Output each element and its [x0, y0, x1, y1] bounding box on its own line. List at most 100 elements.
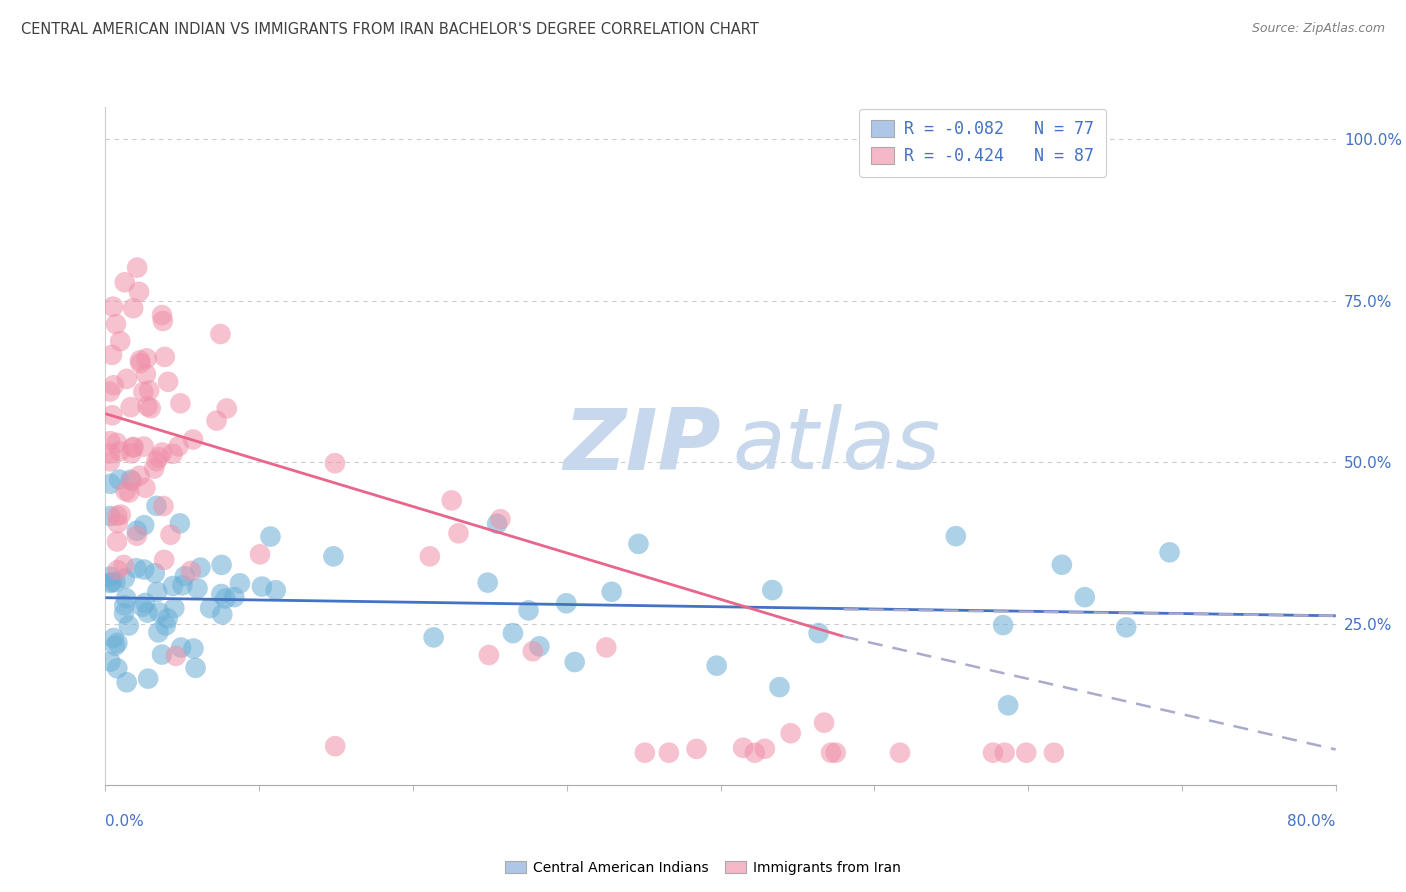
Point — [146, 585, 169, 599]
Point — [889, 746, 911, 760]
Point — [118, 618, 141, 632]
Point — [108, 334, 131, 348]
Point — [658, 746, 681, 760]
Point — [108, 473, 131, 487]
Point — [103, 378, 125, 392]
Point — [209, 587, 232, 601]
Point — [1115, 620, 1137, 634]
Point — [150, 648, 173, 662]
Point — [249, 547, 271, 561]
Point — [122, 301, 145, 316]
Point — [105, 508, 128, 523]
Point — [132, 562, 155, 576]
Point — [323, 739, 346, 753]
Point — [447, 526, 470, 541]
Point — [250, 580, 273, 594]
Point — [1074, 590, 1097, 604]
Point — [165, 648, 187, 663]
Point — [264, 583, 287, 598]
Point — [121, 474, 143, 488]
Point — [205, 414, 228, 428]
Point — [807, 626, 830, 640]
Point — [945, 529, 967, 543]
Point — [820, 746, 842, 760]
Point — [114, 484, 136, 499]
Point — [169, 396, 191, 410]
Point — [136, 606, 159, 620]
Point — [172, 578, 194, 592]
Point — [129, 353, 152, 368]
Point — [112, 599, 135, 613]
Point — [162, 447, 184, 461]
Point — [180, 564, 202, 578]
Point — [110, 508, 132, 522]
Point — [134, 596, 156, 610]
Point — [125, 524, 148, 538]
Point — [114, 275, 136, 289]
Point — [135, 367, 157, 381]
Point — [478, 648, 501, 662]
Point — [1159, 545, 1181, 559]
Point — [104, 639, 127, 653]
Point — [112, 607, 135, 621]
Point — [152, 314, 174, 328]
Point — [181, 433, 204, 447]
Text: CENTRAL AMERICAN INDIAN VS IMMIGRANTS FROM IRAN BACHELOR'S DEGREE CORRELATION CH: CENTRAL AMERICAN INDIAN VS IMMIGRANTS FR… — [21, 22, 759, 37]
Point — [198, 601, 221, 615]
Point — [131, 599, 153, 614]
Point — [121, 446, 143, 460]
Point — [627, 537, 650, 551]
Point — [129, 356, 152, 370]
Point — [153, 350, 176, 364]
Point — [136, 399, 159, 413]
Point — [156, 611, 179, 625]
Point — [139, 401, 162, 416]
Point — [489, 512, 512, 526]
Point — [209, 326, 232, 341]
Point — [105, 636, 128, 650]
Point — [120, 400, 142, 414]
Point — [148, 606, 170, 620]
Point — [502, 626, 524, 640]
Point — [145, 454, 167, 468]
Point — [186, 582, 208, 596]
Point — [991, 618, 1014, 632]
Point — [215, 401, 238, 416]
Point — [779, 726, 801, 740]
Point — [101, 409, 124, 423]
Point — [143, 566, 166, 581]
Point — [120, 473, 142, 487]
Point — [486, 516, 509, 531]
Point — [564, 655, 586, 669]
Point — [115, 591, 138, 606]
Point — [997, 698, 1019, 713]
Point — [115, 675, 138, 690]
Point — [440, 493, 463, 508]
Point — [148, 625, 170, 640]
Text: 0.0%: 0.0% — [105, 814, 145, 829]
Point — [422, 631, 444, 645]
Point — [634, 746, 657, 760]
Point — [143, 461, 166, 475]
Point — [555, 596, 578, 610]
Point — [706, 658, 728, 673]
Point — [169, 516, 191, 531]
Point — [1043, 746, 1066, 760]
Point — [1050, 558, 1073, 572]
Point — [152, 499, 174, 513]
Point — [167, 439, 190, 453]
Point — [101, 575, 124, 590]
Point — [148, 450, 170, 465]
Point — [134, 518, 156, 533]
Point — [104, 317, 127, 331]
Point — [128, 468, 150, 483]
Point — [155, 618, 177, 632]
Point — [761, 583, 783, 598]
Point — [112, 558, 135, 572]
Text: Source: ZipAtlas.com: Source: ZipAtlas.com — [1251, 22, 1385, 36]
Point — [101, 300, 124, 314]
Point — [132, 384, 155, 399]
Point — [103, 631, 125, 645]
Point — [419, 549, 441, 564]
Point — [183, 641, 205, 656]
